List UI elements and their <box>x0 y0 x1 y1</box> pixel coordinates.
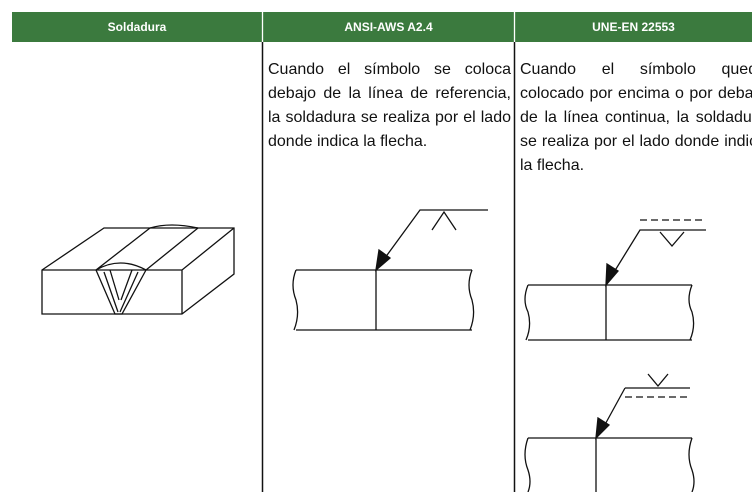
weld-block <box>41 224 235 315</box>
une-diagram-top <box>524 219 706 341</box>
une-diagram-bottom <box>524 373 695 492</box>
header-cell: UNE-EN 22553 <box>515 12 752 42</box>
header-cell: Soldadura <box>12 12 262 42</box>
header-cell: ANSI-AWS A2.4 <box>263 12 514 42</box>
description: Cuando el símbolo queda colocado por enc… <box>520 61 752 174</box>
ansi-diagram <box>292 209 488 331</box>
description: Cuando el símbolo se coloca debajo de la… <box>268 61 511 150</box>
